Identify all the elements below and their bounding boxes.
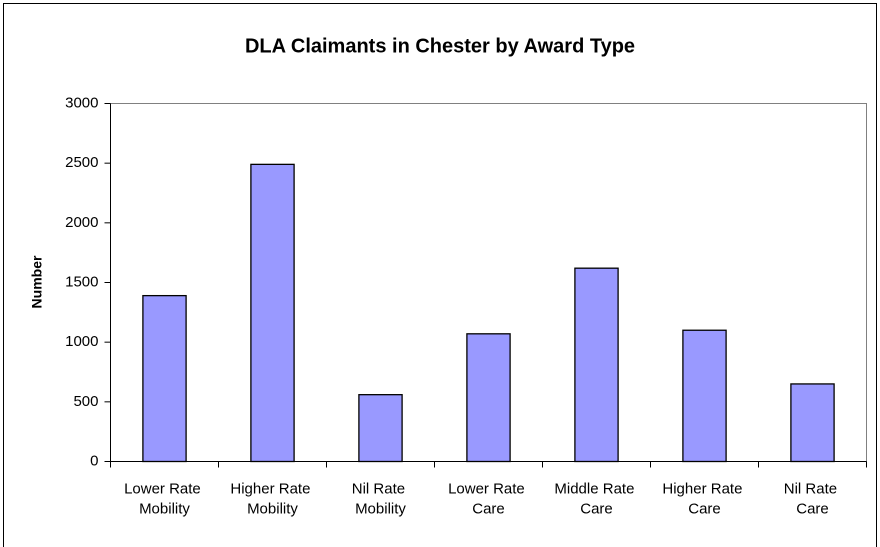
x-tick-label-line: Lower Rate bbox=[124, 480, 205, 497]
y-tick-label: 2500 bbox=[65, 154, 98, 171]
y-tick-label: 0 bbox=[90, 452, 98, 469]
x-tick-label-line: Care bbox=[580, 500, 613, 517]
y-tick-label: 1500 bbox=[65, 273, 98, 290]
x-tick-label: Middle Rate Care bbox=[554, 480, 638, 517]
x-tick-label-line: Mobility bbox=[355, 500, 406, 517]
x-tick-label: Lower Rate Care bbox=[448, 480, 529, 517]
y-tick-label: 500 bbox=[73, 393, 98, 410]
x-tick-label-line: Care bbox=[796, 500, 829, 517]
bar bbox=[358, 394, 403, 463]
x-tick-label: Higher Rate Care bbox=[662, 480, 746, 517]
x-tick-label-line: Nil Rate bbox=[784, 480, 842, 497]
y-tick-label: 3000 bbox=[65, 94, 98, 111]
x-tick-label-line: Higher Rate bbox=[662, 480, 746, 497]
x-tick-label-line: Lower Rate bbox=[448, 480, 529, 497]
bar bbox=[682, 329, 727, 463]
x-tick-label-line: Mobility bbox=[247, 500, 298, 517]
y-tick-label: 2000 bbox=[65, 214, 98, 231]
bar bbox=[574, 267, 619, 463]
x-tick-label-line: Mobility bbox=[139, 500, 190, 517]
x-tick-label-line: Care bbox=[472, 500, 505, 517]
x-tick-label: Higher Rate Mobility bbox=[230, 480, 314, 517]
x-tick-label-line: Middle Rate bbox=[554, 480, 638, 497]
x-tick-label-line: Care bbox=[688, 500, 721, 517]
bar bbox=[790, 383, 835, 463]
y-tick-label: 1000 bbox=[65, 333, 98, 350]
bar bbox=[250, 163, 295, 463]
bar bbox=[142, 294, 187, 463]
x-tick-label-line: Higher Rate bbox=[230, 480, 314, 497]
x-tick-label: Nil Rate Care bbox=[784, 480, 842, 517]
bar bbox=[466, 333, 511, 463]
y-axis-label: Number bbox=[29, 255, 45, 308]
x-tick-label: Lower Rate Mobility bbox=[124, 480, 205, 517]
chart-title: DLA Claimants in Chester by Award Type bbox=[245, 35, 635, 57]
x-tick-label: Nil Rate Mobility bbox=[352, 480, 410, 517]
x-tick-label-line: Nil Rate bbox=[352, 480, 410, 497]
